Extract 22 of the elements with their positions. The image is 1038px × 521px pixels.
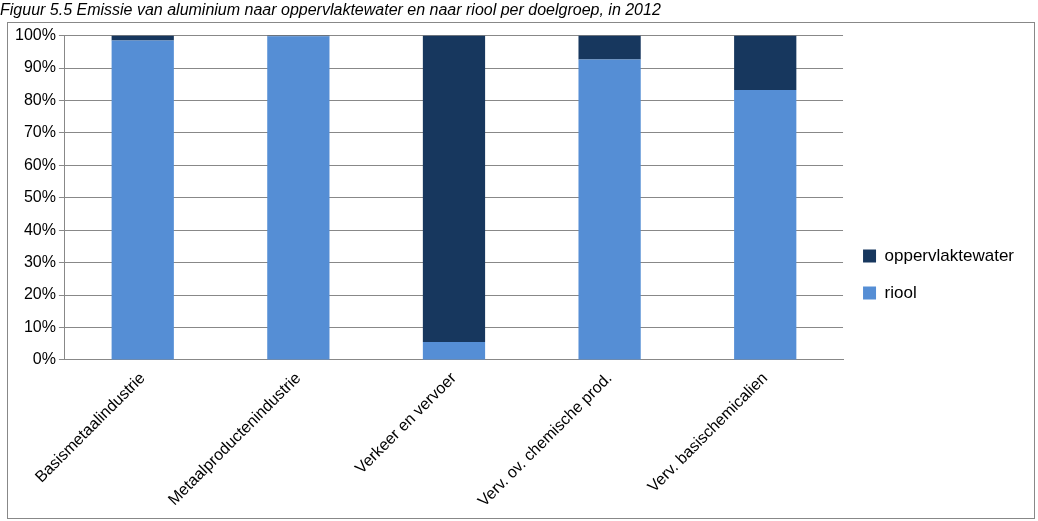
bar bbox=[422, 342, 486, 360]
bar bbox=[422, 35, 486, 343]
y-tick-label: 50% bbox=[23, 188, 56, 206]
y-tick-label: 30% bbox=[23, 253, 56, 271]
y-tick-label: 20% bbox=[23, 285, 56, 303]
bar bbox=[111, 40, 174, 360]
chart-title: Figuur 5.5 Emissie van aluminium naar oppervlaktewater en naar riool per doelgroep, in 2012 bbox=[0, 0, 662, 20]
bar bbox=[734, 90, 797, 360]
y-tick-label: 40% bbox=[23, 220, 56, 238]
y-tick-label: 70% bbox=[23, 123, 56, 141]
y-tick-label: 0% bbox=[32, 350, 56, 368]
bar bbox=[578, 35, 641, 60]
legend-label: riool bbox=[884, 282, 917, 302]
y-tick-label: 90% bbox=[23, 58, 56, 76]
bar bbox=[267, 36, 330, 360]
y-tick-label: 10% bbox=[23, 317, 56, 335]
bar bbox=[734, 35, 797, 91]
y-tick-label: 80% bbox=[23, 90, 56, 108]
y-tick-label: 60% bbox=[23, 155, 56, 173]
legend-label: oppervlaktewater bbox=[884, 245, 1015, 265]
y-tick-label: 100% bbox=[15, 26, 56, 44]
bar bbox=[578, 59, 641, 360]
